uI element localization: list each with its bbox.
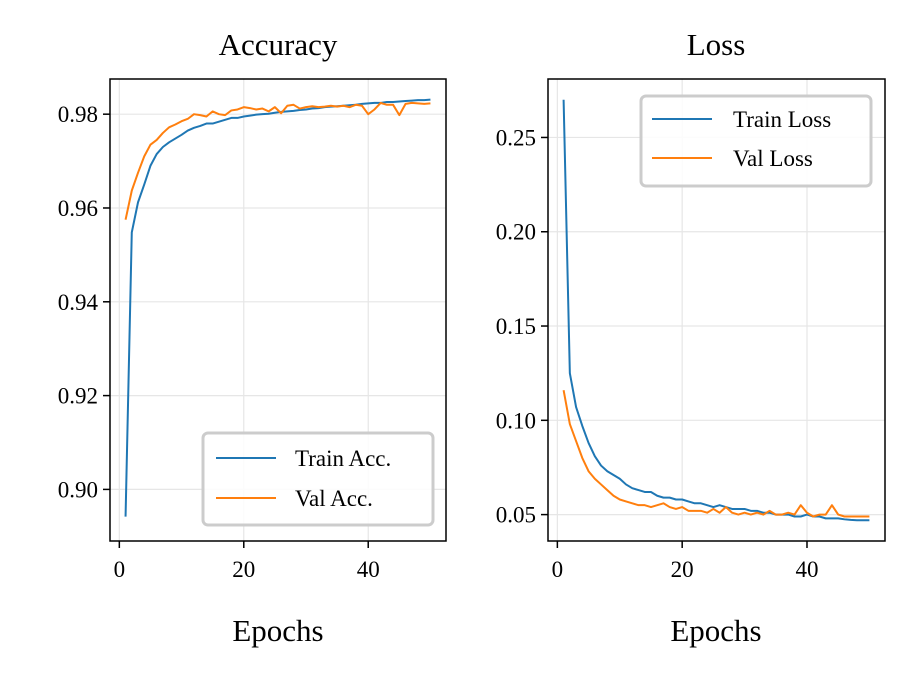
accuracy-y-tick-label: 0.96 (58, 196, 98, 221)
accuracy-y-tick-label: 0.90 (58, 477, 98, 502)
accuracy-series (124, 98, 431, 517)
accuracy-x-tick-label: 20 (232, 557, 255, 582)
accuracy-panel: 0 20 40 0.90 0.92 0.94 0.96 0.98 Accuracy Epoc… (58, 27, 447, 648)
loss-y-tick-label: 0.20 (496, 220, 536, 245)
loss-x-ticks: 0 20 40 (552, 541, 818, 582)
accuracy-x-tick-label: 0 (114, 557, 126, 582)
accuracy-y-tick-label: 0.94 (58, 290, 99, 315)
legend-label-val-acc: Val Acc. (295, 486, 373, 511)
loss-x-tick-label: 20 (671, 557, 694, 582)
loss-y-tick-label: 0.10 (496, 408, 536, 433)
legend-label-train-loss: Train Loss (733, 107, 831, 132)
series-line-train-loss (562, 99, 870, 522)
loss-y-tick-label: 0.15 (496, 314, 536, 339)
accuracy-legend-box (201, 431, 435, 527)
loss-y-tick-label: 0.05 (496, 503, 536, 528)
legend-label-train-acc: Train Acc. (295, 446, 391, 471)
loss-plot-frame (547, 78, 886, 542)
loss-x-tick-label: 0 (552, 557, 564, 582)
accuracy-legend: Train Acc. Val Acc. (201, 431, 435, 527)
accuracy-grid (110, 79, 446, 541)
loss-legend: Train Loss Val Loss (639, 94, 873, 188)
loss-series (562, 99, 870, 522)
accuracy-y-tick-label: 0.92 (58, 384, 98, 409)
accuracy-title: Accuracy (219, 27, 338, 62)
accuracy-y-ticks: 0.90 0.92 0.94 0.96 0.98 (58, 102, 110, 502)
loss-x-axis-label: Epochs (670, 613, 761, 648)
accuracy-plot-frame (109, 78, 447, 542)
loss-x-tick-label: 40 (795, 557, 818, 582)
loss-title: Loss (687, 27, 746, 62)
series-line-val-loss (562, 389, 870, 518)
loss-y-tick-label: 0.25 (496, 125, 536, 150)
legend-label-val-loss: Val Loss (733, 146, 813, 171)
loss-y-ticks: 0.05 0.10 0.15 0.20 0.25 (496, 125, 548, 528)
accuracy-x-ticks: 0 20 40 (114, 541, 380, 582)
loss-panel: 0 20 40 0.05 0.10 0.15 0.20 0.25 Loss Epochs T… (496, 27, 886, 648)
series-line-val-acc (124, 101, 431, 220)
accuracy-y-tick-label: 0.98 (58, 102, 98, 127)
accuracy-x-axis-label: Epochs (232, 613, 323, 648)
accuracy-x-tick-label: 40 (357, 557, 380, 582)
